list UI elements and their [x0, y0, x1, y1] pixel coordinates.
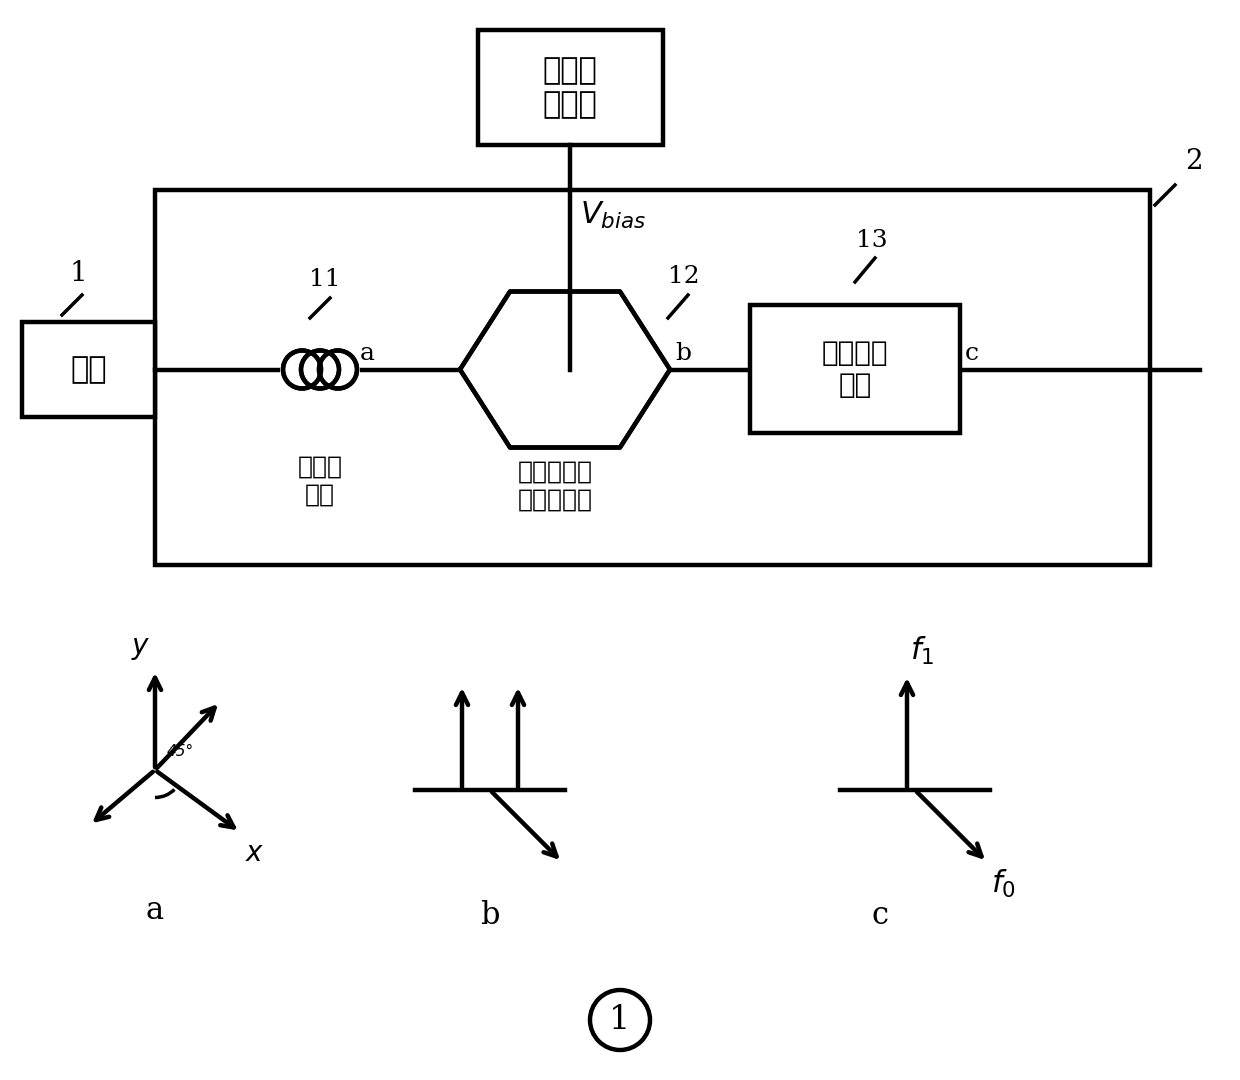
Text: 11: 11: [309, 268, 341, 291]
Text: b: b: [675, 341, 691, 365]
Text: 光源: 光源: [71, 355, 107, 384]
Bar: [750, 305, 960, 433]
Text: 偶振控
制器: 偶振控 制器: [298, 455, 342, 507]
Bar: [477, 30, 662, 145]
Text: $\mathit{f}_{1}$: $\mathit{f}_{1}$: [910, 635, 935, 667]
Text: a: a: [146, 895, 164, 926]
Text: 2: 2: [1185, 148, 1203, 175]
Text: 12: 12: [668, 265, 699, 288]
Text: 1: 1: [609, 1004, 631, 1036]
Text: 13: 13: [856, 229, 888, 252]
Text: 45°: 45°: [167, 744, 195, 759]
Text: c: c: [872, 900, 889, 931]
Text: $\mathit{y}$: $\mathit{y}$: [130, 635, 150, 662]
Polygon shape: [460, 292, 670, 447]
Text: 1: 1: [69, 260, 87, 287]
Bar: [280, 352, 360, 387]
Text: $\mathit{f}_{0}$: $\mathit{f}_{0}$: [991, 868, 1016, 900]
Text: b: b: [480, 900, 500, 931]
Text: $\mathit{x}$: $\mathit{x}$: [246, 840, 264, 867]
Text: c: c: [965, 341, 980, 365]
Text: 光带通滤
波器: 光带通滤 波器: [822, 339, 888, 400]
Text: 马赫曾德尔
电光调制器: 马赫曾德尔 电光调制器: [517, 460, 593, 512]
Text: 振荡微
波信号: 振荡微 波信号: [543, 56, 598, 119]
Text: a: a: [360, 341, 374, 365]
Text: $\mathit{V}_{\mathit{bias}}$: $\mathit{V}_{\mathit{bias}}$: [580, 200, 646, 230]
Bar: [22, 322, 155, 417]
Bar: [155, 190, 1149, 565]
